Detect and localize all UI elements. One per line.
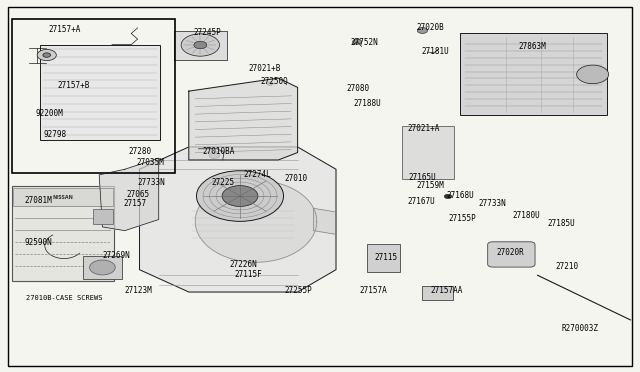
Text: 27115F: 27115F [234,270,262,279]
Polygon shape [195,180,317,262]
Circle shape [181,34,220,56]
Text: 27159M: 27159M [416,181,444,190]
Text: 27035M: 27035M [136,158,164,167]
Text: 27250Q: 27250Q [260,77,288,86]
Text: 27188U: 27188U [353,99,381,108]
Bar [460,33,607,115]
Text: 27752N: 27752N [351,38,378,47]
Text: 27020B: 27020B [416,23,444,32]
Text: 92798: 92798 [44,130,67,139]
Text: R270003Z: R270003Z [562,324,599,333]
Text: 27010B-CASE SCREWS: 27010B-CASE SCREWS [26,295,102,301]
Circle shape [444,194,452,199]
Text: 27157+A: 27157+A [48,25,81,34]
Polygon shape [314,208,336,234]
Text: 27157A: 27157A [360,286,387,295]
Text: 27021+B: 27021+B [248,64,281,73]
Circle shape [51,80,58,84]
Circle shape [43,53,51,57]
Circle shape [90,260,115,275]
Bar [422,286,453,300]
Text: 27155P: 27155P [448,214,476,223]
Bar [93,209,113,224]
Polygon shape [189,78,298,160]
Text: 27225: 27225 [211,178,234,187]
Bar [83,256,122,279]
Bar [174,31,227,60]
Circle shape [37,49,56,61]
Text: 27255P: 27255P [285,286,312,295]
Circle shape [417,28,428,33]
Text: 27081M: 27081M [24,196,52,205]
Circle shape [194,41,207,49]
Text: 27167U: 27167U [407,197,435,206]
Polygon shape [99,158,159,231]
Text: 27065: 27065 [126,190,149,199]
Text: 27863M: 27863M [518,42,546,51]
Text: 27245P: 27245P [194,28,221,37]
Bar [402,126,454,179]
Circle shape [267,82,273,86]
Bar [367,244,400,272]
Circle shape [196,171,284,221]
Text: 27123M: 27123M [125,286,152,295]
Text: 27010BA: 27010BA [203,147,236,156]
Text: 92590N: 92590N [24,238,52,247]
Text: 27165U: 27165U [408,173,436,182]
Text: 27168U: 27168U [447,191,474,200]
Text: 27180U: 27180U [512,211,540,219]
Text: 27157AA: 27157AA [431,286,463,295]
Text: 27269N: 27269N [102,251,130,260]
Bar [40,45,160,140]
Circle shape [577,65,609,84]
Bar [12,186,114,281]
Text: 27226N: 27226N [229,260,257,269]
Text: 27020R: 27020R [496,248,524,257]
Text: 27080: 27080 [347,84,370,93]
FancyBboxPatch shape [488,242,535,267]
Text: 27115: 27115 [374,253,397,262]
Text: 27274L: 27274L [243,170,271,179]
Text: 92200M: 92200M [35,109,63,118]
Text: 27733N: 27733N [478,199,506,208]
Circle shape [353,39,362,44]
Polygon shape [140,147,336,292]
Circle shape [209,153,220,158]
Text: 27021+A: 27021+A [407,124,440,133]
Text: 27157+B: 27157+B [58,81,90,90]
Bar [12,19,175,173]
Text: 27280: 27280 [128,147,151,156]
Text: 27210: 27210 [556,262,579,271]
Text: 27010: 27010 [285,174,308,183]
Circle shape [222,186,258,206]
Text: 27733N: 27733N [138,178,165,187]
Text: 27181U: 27181U [422,47,449,56]
Text: 27185U: 27185U [547,219,575,228]
Bar [13,188,113,206]
Text: NISSAN: NISSAN [52,195,73,200]
Text: 27157: 27157 [124,199,147,208]
